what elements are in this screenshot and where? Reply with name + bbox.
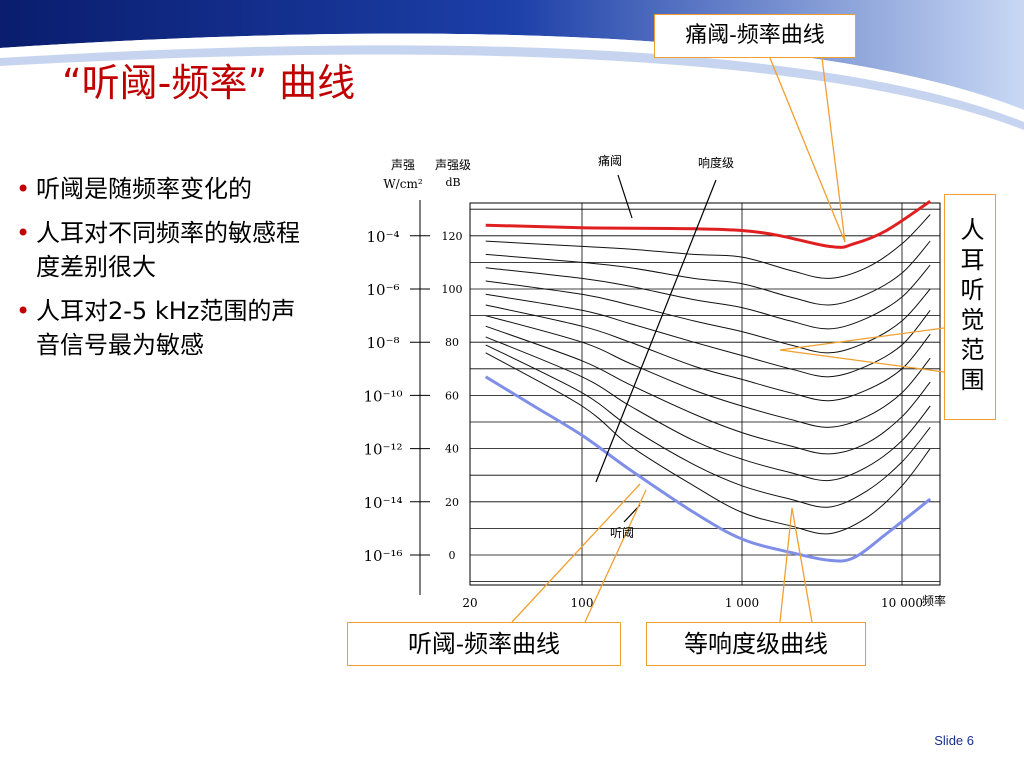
equal-loudness-curve — [485, 336, 931, 482]
db-tick-label: 120 — [442, 230, 463, 243]
db-tick-label: 60 — [445, 389, 459, 402]
bullet-item: 人耳对不同频率的敏感程度差别很大 — [16, 216, 316, 284]
equal-loudness-curve — [485, 280, 931, 354]
chart-axes: 120 10⁻⁴ 100 10⁻⁶ 80 10⁻⁸ 60 10⁻¹⁰ 40 10⁻¹² 20 10⁻¹… — [363, 200, 923, 610]
level-axis-label: 声强级 — [435, 158, 471, 172]
callout-leader-line — [769, 57, 846, 243]
slide-title: “听阈-频率” 曲线 — [62, 61, 356, 105]
pain-threshold-label: 痛阈 — [598, 153, 622, 168]
intensity-tick-label: 10⁻⁴ — [366, 228, 399, 246]
equal-loudness-curve — [485, 304, 931, 402]
hearing-threshold-label: 听阈 — [610, 525, 634, 540]
equal-loudness-curve — [485, 240, 931, 306]
equal-loudness-curve — [485, 293, 931, 378]
intensity-tick-label: 10⁻⁶ — [366, 281, 399, 299]
bullet-item: 听阈是随频率变化的 — [16, 172, 316, 206]
loudness-level-label: 响度级 — [698, 155, 734, 170]
pain-threshold-curve — [485, 199, 932, 249]
intensity-tick-label: 10⁻¹⁴ — [363, 494, 402, 512]
intensity-axis-label: 声强 — [391, 158, 415, 172]
chart-text-labels: 声强 W/cm² 声强级 dB 痛阈 响度级 听阈 频率 — [383, 153, 946, 608]
equal-loudness-curve — [485, 352, 931, 535]
frequency-axis-label: 频率 — [922, 593, 946, 608]
label-pointer-line — [595, 179, 717, 483]
chart-series — [484, 199, 932, 563]
db-tick-label: 0 — [449, 549, 456, 562]
equal-loudness-curve — [485, 325, 931, 455]
level-unit-label: dB — [445, 176, 460, 189]
callout-leader-line — [791, 507, 813, 623]
db-tick-label: 100 — [442, 283, 463, 296]
callout-leader-line — [779, 349, 945, 373]
equal-loudness-curve — [485, 344, 931, 508]
x-tick-label: 100 — [571, 596, 594, 610]
bullet-item: 人耳对2-5 kHz范围的声音信号最为敏感 — [16, 294, 316, 362]
intensity-tick-label: 10⁻¹⁶ — [363, 547, 402, 565]
db-tick-label: 40 — [445, 443, 459, 456]
callout-leaders — [511, 57, 945, 623]
intensity-tick-label: 10⁻⁸ — [366, 334, 399, 352]
equal-loudness-curve — [485, 214, 931, 279]
db-tick-label: 80 — [445, 336, 459, 349]
x-tick-label: 20 — [462, 596, 477, 610]
hearing-threshold-callout: 听阈-频率曲线 — [347, 622, 621, 666]
callout-leader-line — [779, 327, 945, 351]
db-tick-label: 20 — [445, 496, 459, 509]
x-tick-label: 1 000 — [725, 596, 759, 610]
x-tick-label: 10 000 — [881, 596, 923, 610]
label-pointer-line — [617, 174, 633, 219]
hearing-threshold-curve — [484, 375, 932, 563]
intensity-unit-label: W/cm² — [383, 177, 422, 191]
equal-loudness-curve — [485, 264, 931, 330]
pain-threshold-callout: 痛阈-频率曲线 — [654, 14, 856, 58]
intensity-tick-label: 10⁻¹⁰ — [363, 387, 402, 405]
bullet-list: 听阈是随频率变化的 人耳对不同频率的敏感程度差别很大 人耳对2-5 kHz范围的… — [16, 172, 316, 372]
hearing-range-callout: 人耳听觉范围 — [944, 194, 996, 420]
slide-number: Slide 6 — [934, 733, 974, 748]
equal-loudness-callout: 等响度级曲线 — [646, 622, 866, 666]
chart-grid — [469, 202, 941, 586]
callout-leader-line — [511, 483, 641, 623]
callout-leader-line — [821, 57, 846, 243]
intensity-tick-label: 10⁻¹² — [363, 441, 402, 459]
equal-loudness-curve — [485, 315, 931, 428]
callout-leader-line — [584, 489, 647, 623]
plot-frame — [469, 202, 941, 586]
callout-leader-line — [779, 507, 793, 623]
